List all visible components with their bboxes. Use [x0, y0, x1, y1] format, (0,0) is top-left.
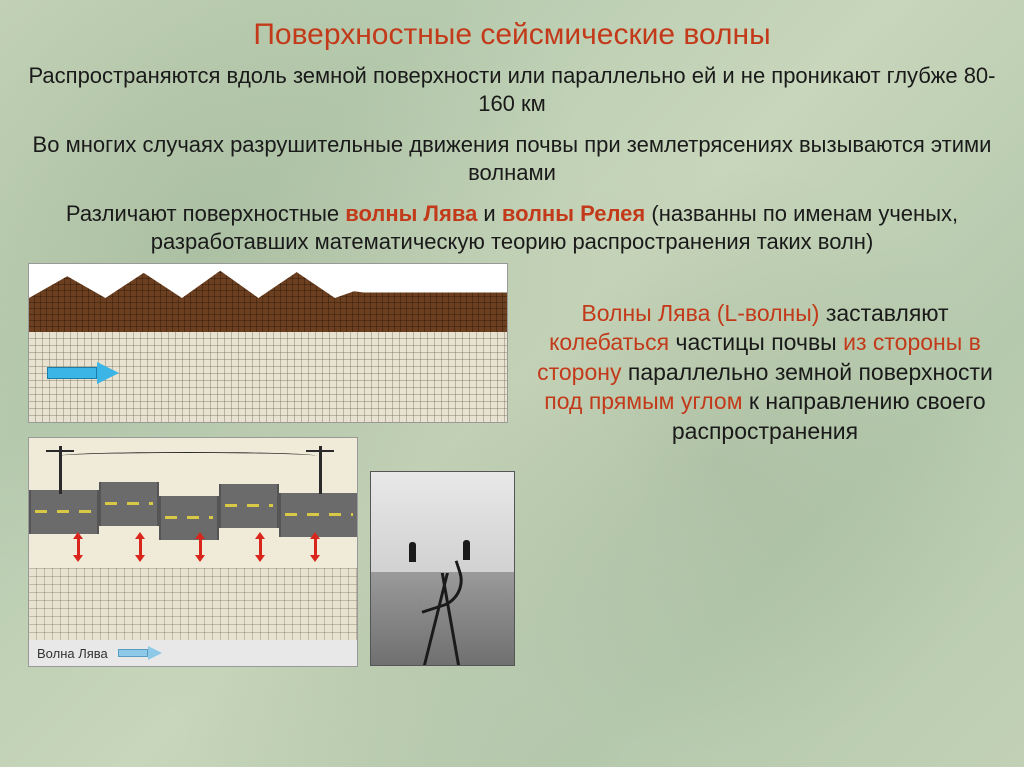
power-pole-icon	[319, 446, 322, 494]
text-segment: параллельно земной поверхности	[621, 359, 992, 385]
text-red: под прямым углом	[544, 388, 742, 414]
power-pole-icon	[59, 446, 62, 494]
text-segment: Различают поверхностные	[66, 201, 345, 226]
intro-paragraph-3: Различают поверхностные волны Лява и вол…	[28, 200, 996, 255]
text-red: колебаться	[549, 329, 669, 355]
page-title: Поверхностные сейсмические волны	[28, 18, 996, 52]
bent-rails-photo	[370, 471, 515, 666]
oscillation-arrow-icon	[139, 538, 142, 556]
grid-overlay	[29, 264, 507, 332]
term-love-waves: волны Лява	[345, 201, 477, 226]
person-silhouette-icon	[409, 542, 416, 562]
description-column: Волны Лява (L-волны) заставляют колебать…	[518, 263, 996, 667]
propagation-arrow-icon	[47, 362, 119, 384]
oscillation-arrow-icon	[77, 538, 80, 556]
person-silhouette-icon	[463, 540, 470, 560]
soil-surface-wave	[29, 264, 507, 332]
diagrams-column: Волна Лява	[28, 263, 518, 667]
term-rayleigh-waves: волны Релея	[502, 201, 645, 226]
oscillation-arrow-icon	[314, 538, 317, 556]
road-segment	[159, 496, 219, 540]
text-red: Волны Лява (L-волны)	[581, 300, 819, 326]
power-wire	[59, 452, 317, 460]
diagram-label-bar: Волна Лява	[29, 640, 357, 666]
intro-paragraph-1: Распространяются вдоль земной поверхност…	[28, 62, 996, 117]
intro-paragraph-2: Во многих случаях разрушительные движени…	[28, 131, 996, 186]
road-shear-diagram: Волна Лява	[28, 437, 358, 667]
propagation-arrow-icon	[118, 646, 162, 660]
text-segment: и	[477, 201, 502, 226]
love-wave-block-diagram	[28, 263, 508, 423]
road-segment	[279, 493, 358, 537]
oscillation-arrow-icon	[259, 538, 262, 556]
text-segment: заставляют	[819, 300, 948, 326]
text-segment: частицы почвы	[669, 329, 843, 355]
diagram-label: Волна Лява	[37, 646, 108, 661]
road-segment	[29, 490, 99, 534]
love-wave-description: Волны Лява (L-волны) заставляют колебать…	[534, 299, 996, 446]
pole-crossbar	[306, 450, 334, 452]
pole-crossbar	[46, 450, 74, 452]
oscillation-arrow-icon	[199, 538, 202, 556]
road-segment	[99, 482, 159, 526]
soil-block-grid	[29, 568, 357, 640]
road-segment	[219, 484, 279, 528]
